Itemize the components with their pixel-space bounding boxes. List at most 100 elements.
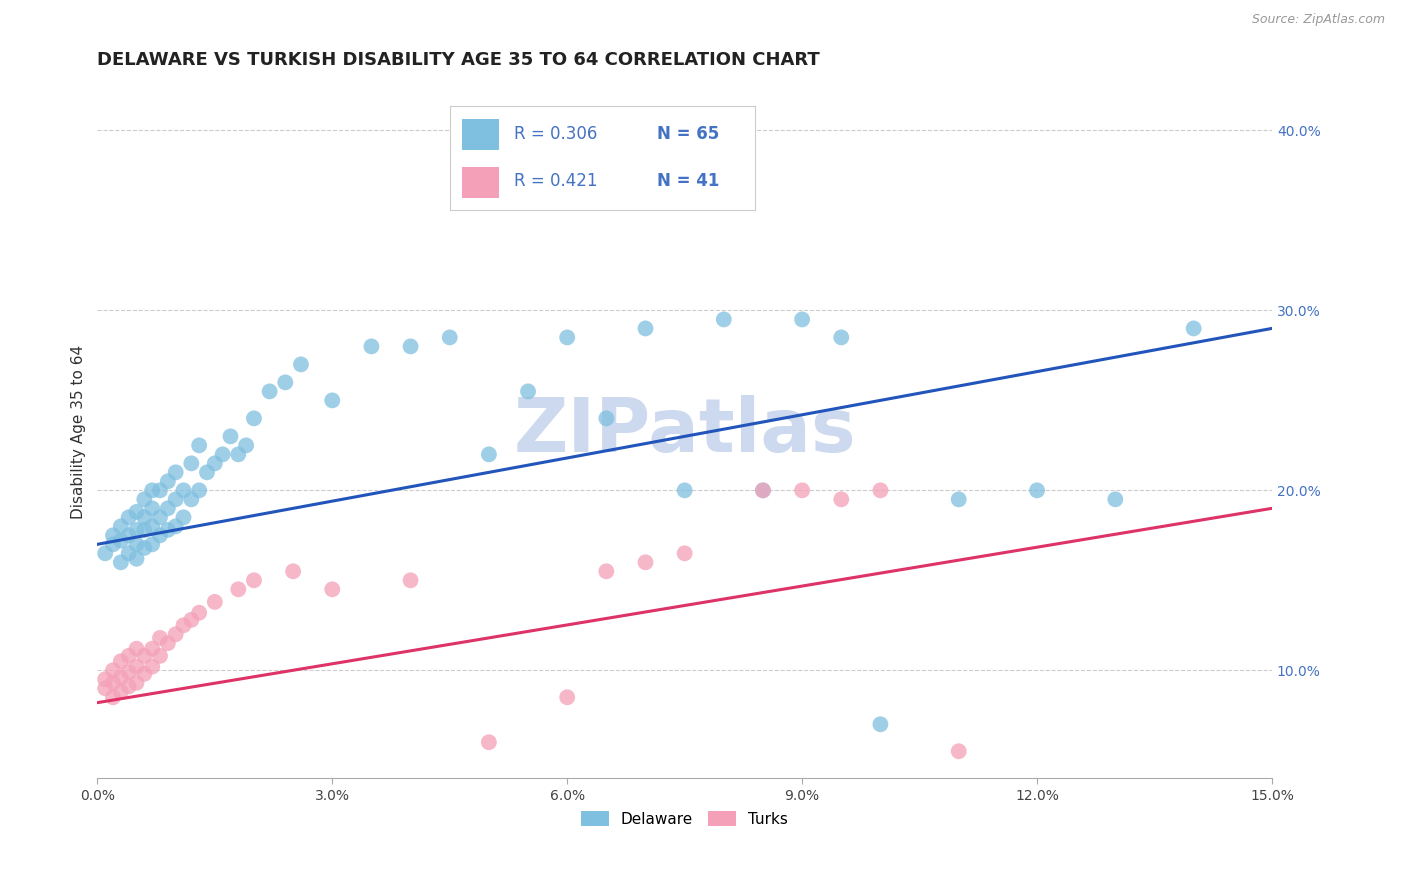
Point xyxy=(790,312,813,326)
Point xyxy=(204,595,226,609)
Point xyxy=(752,483,775,498)
Legend: Delaware, Turks: Delaware, Turks xyxy=(575,805,794,833)
Point xyxy=(195,466,218,480)
Point xyxy=(281,564,304,578)
Point xyxy=(165,627,187,641)
Point xyxy=(118,665,141,679)
Point xyxy=(110,670,132,684)
Point xyxy=(673,483,696,498)
Point xyxy=(165,492,187,507)
Point xyxy=(790,483,813,498)
Point xyxy=(165,466,187,480)
Point xyxy=(188,606,211,620)
Point xyxy=(1104,492,1126,507)
Point xyxy=(118,680,141,694)
Point xyxy=(243,574,266,588)
Point xyxy=(634,321,657,335)
Point xyxy=(118,510,141,524)
Point xyxy=(118,546,141,560)
Point xyxy=(141,483,163,498)
Point xyxy=(321,393,343,408)
Point xyxy=(94,673,117,687)
Point xyxy=(94,546,117,560)
Point xyxy=(101,537,124,551)
Point xyxy=(149,483,172,498)
Point xyxy=(180,613,202,627)
Point xyxy=(118,528,141,542)
Point xyxy=(156,636,179,650)
Point xyxy=(752,483,775,498)
Point xyxy=(1182,321,1205,335)
Point xyxy=(125,659,148,673)
Point xyxy=(830,330,852,344)
Point xyxy=(125,641,148,656)
Point xyxy=(399,339,422,353)
Point xyxy=(165,519,187,533)
Point xyxy=(110,519,132,533)
Point xyxy=(235,438,257,452)
Point xyxy=(226,447,249,461)
Point xyxy=(134,541,156,555)
Text: DELAWARE VS TURKISH DISABILITY AGE 35 TO 64 CORRELATION CHART: DELAWARE VS TURKISH DISABILITY AGE 35 TO… xyxy=(97,51,820,69)
Point xyxy=(110,654,132,668)
Point xyxy=(188,438,211,452)
Point xyxy=(110,555,132,569)
Y-axis label: Disability Age 35 to 64: Disability Age 35 to 64 xyxy=(72,345,86,519)
Point xyxy=(673,546,696,560)
Point xyxy=(141,519,163,533)
Point xyxy=(399,574,422,588)
Point xyxy=(180,492,202,507)
Point xyxy=(125,505,148,519)
Point xyxy=(173,510,195,524)
Point xyxy=(134,648,156,663)
Point xyxy=(149,648,172,663)
Point xyxy=(125,523,148,537)
Point xyxy=(226,582,249,597)
Point xyxy=(134,510,156,524)
Point xyxy=(634,555,657,569)
Point xyxy=(259,384,281,399)
Point xyxy=(156,475,179,489)
Point xyxy=(869,717,891,731)
Point xyxy=(188,483,211,498)
Point xyxy=(156,523,179,537)
Point xyxy=(595,564,617,578)
Text: ZIPatlas: ZIPatlas xyxy=(513,395,856,468)
Point xyxy=(478,447,501,461)
Point xyxy=(134,523,156,537)
Point xyxy=(555,690,578,705)
Point xyxy=(830,492,852,507)
Point xyxy=(141,641,163,656)
Point xyxy=(101,663,124,677)
Point xyxy=(141,659,163,673)
Point xyxy=(555,330,578,344)
Point xyxy=(439,330,461,344)
Point xyxy=(274,376,297,390)
Point xyxy=(134,666,156,681)
Point xyxy=(141,501,163,516)
Point xyxy=(211,447,233,461)
Point xyxy=(204,456,226,470)
Text: Source: ZipAtlas.com: Source: ZipAtlas.com xyxy=(1251,13,1385,27)
Point xyxy=(595,411,617,425)
Point xyxy=(478,735,501,749)
Point xyxy=(125,537,148,551)
Point xyxy=(101,690,124,705)
Point xyxy=(173,483,195,498)
Point xyxy=(948,744,970,758)
Point xyxy=(360,339,382,353)
Point xyxy=(243,411,266,425)
Point xyxy=(125,676,148,690)
Point xyxy=(290,358,312,372)
Point xyxy=(149,631,172,645)
Point xyxy=(110,685,132,699)
Point xyxy=(118,648,141,663)
Point xyxy=(713,312,735,326)
Point xyxy=(94,681,117,696)
Point xyxy=(125,551,148,566)
Point xyxy=(869,483,891,498)
Point xyxy=(219,429,242,443)
Point xyxy=(101,528,124,542)
Point xyxy=(517,384,540,399)
Point xyxy=(156,501,179,516)
